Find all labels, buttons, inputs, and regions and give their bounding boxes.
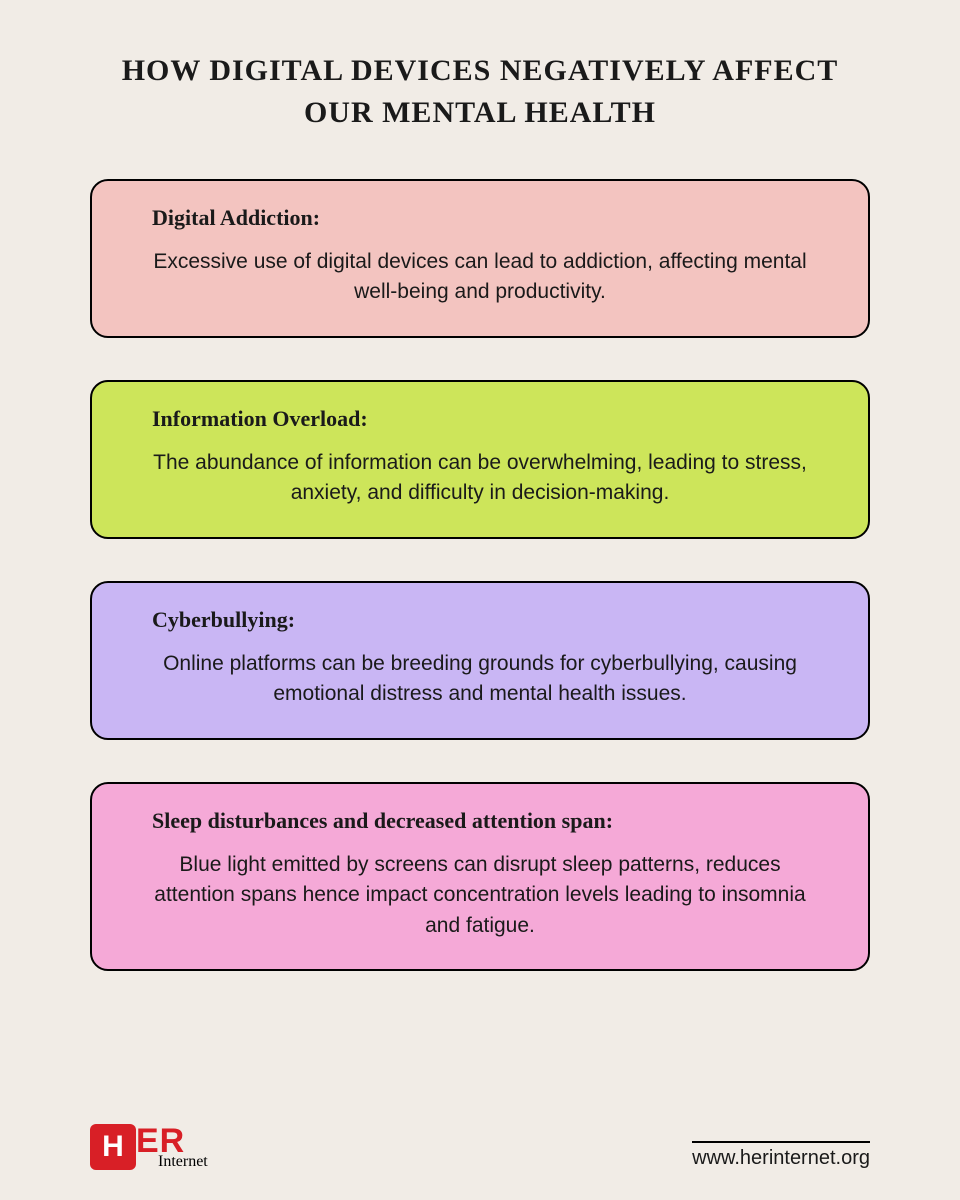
card-body: Blue light emitted by screens can disrup…	[132, 850, 828, 941]
logo-text: ER Internet	[138, 1124, 208, 1170]
footer: ER Internet www.herinternet.org	[60, 1124, 900, 1170]
card-body: The abundance of information can be over…	[132, 448, 828, 509]
card-heading: Sleep disturbances and decreased attenti…	[132, 808, 828, 834]
logo-mark-icon	[90, 1124, 136, 1170]
card-body: Online platforms can be breeding grounds…	[132, 649, 828, 710]
card-heading: Information Overload:	[132, 406, 828, 432]
card-sleep-disturbances: Sleep disturbances and decreased attenti…	[90, 782, 870, 971]
card-list: Digital Addiction: Excessive use of digi…	[60, 179, 900, 1104]
brand-logo: ER Internet	[90, 1124, 208, 1170]
card-digital-addiction: Digital Addiction: Excessive use of digi…	[90, 179, 870, 338]
card-heading: Cyberbullying:	[132, 607, 828, 633]
logo-sub: Internet	[158, 1154, 208, 1170]
page-title: HOW DIGITAL DEVICES NEGATIVELY AFFECT OU…	[60, 50, 900, 134]
card-heading: Digital Addiction:	[132, 205, 828, 231]
website-url: www.herinternet.org	[692, 1141, 870, 1170]
card-information-overload: Information Overload: The abundance of i…	[90, 380, 870, 539]
card-body: Excessive use of digital devices can lea…	[132, 247, 828, 308]
card-cyberbullying: Cyberbullying: Online platforms can be b…	[90, 581, 870, 740]
